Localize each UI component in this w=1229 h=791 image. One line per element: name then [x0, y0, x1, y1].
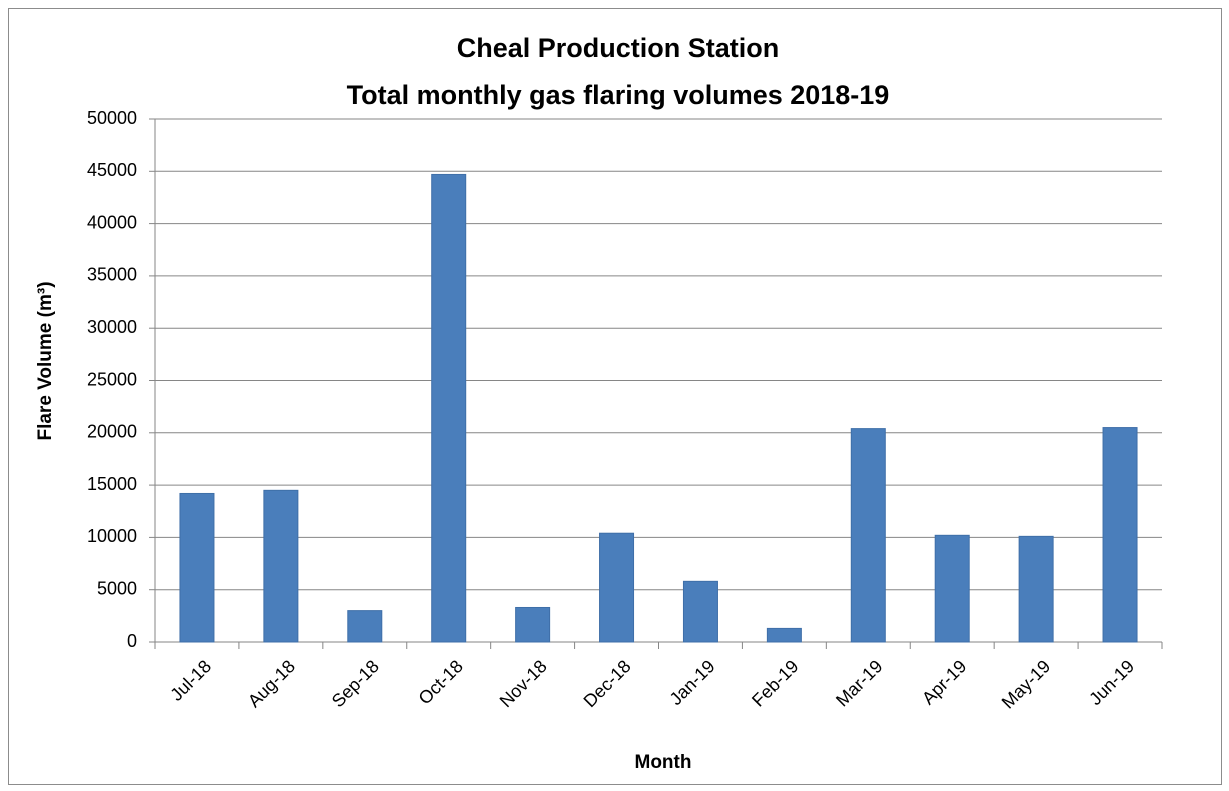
y-tick-label: 30000	[87, 317, 137, 337]
bar	[934, 534, 970, 643]
bar	[682, 580, 718, 643]
bar	[1018, 535, 1054, 643]
y-tick-label: 0	[127, 631, 137, 651]
bar	[431, 173, 467, 643]
y-tick-label: 45000	[87, 160, 137, 180]
bar	[263, 489, 299, 643]
y-tick-label: 5000	[97, 578, 137, 598]
y-tick-label: 15000	[87, 474, 137, 494]
y-tick-label: 40000	[87, 212, 137, 232]
y-tick-label: 50000	[87, 108, 137, 128]
chart-border	[8, 8, 1222, 785]
bar	[515, 606, 551, 643]
chart-title: Cheal Production Station	[457, 33, 780, 63]
bar	[347, 610, 383, 643]
bar	[1102, 427, 1138, 643]
y-axis-title: Flare Volume (m³)	[35, 281, 56, 440]
y-tick-label: 35000	[87, 265, 137, 285]
y-tick-label: 25000	[87, 369, 137, 389]
bar	[766, 627, 802, 643]
bar	[850, 428, 886, 643]
chart-subtitle: Total monthly gas flaring volumes 2018-1…	[347, 80, 890, 110]
y-tick-label: 20000	[87, 422, 137, 442]
y-tick-label: 10000	[87, 526, 137, 546]
bar	[599, 532, 635, 643]
bar	[179, 492, 215, 643]
x-axis-title: Month	[635, 752, 692, 773]
